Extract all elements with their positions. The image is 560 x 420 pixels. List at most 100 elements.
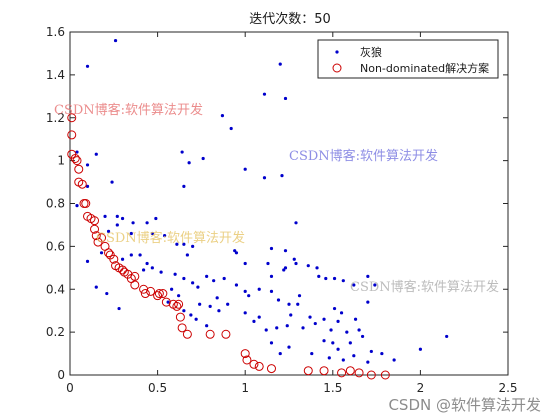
grey-wolf-point	[85, 259, 90, 263]
grey-wolf-point	[166, 300, 170, 304]
non-dominated-point	[74, 164, 84, 174]
grey-wolf-point	[75, 204, 79, 208]
grey-wolf-point	[445, 334, 449, 339]
y-tick-label: 1.6	[46, 25, 65, 39]
grey-wolf-point	[269, 341, 274, 345]
grey-wolf-point	[418, 347, 422, 351]
grey-wolf-point	[252, 319, 256, 324]
grey-wolf-point	[145, 221, 149, 225]
grey-wolf-point	[332, 276, 337, 281]
legend-label-grey-wolf: 灰狼	[360, 45, 382, 59]
grey-wolf-point	[317, 274, 321, 278]
chart-title: 迭代次数：50	[249, 11, 331, 27]
grey-wolf-point	[283, 249, 288, 253]
non-dominated-point	[249, 359, 259, 369]
y-tick-labels: 0 0.2 0.4 0.6 0.8 1 1.2 1.4 1.6	[46, 25, 65, 382]
grey-wolf-point	[353, 317, 358, 321]
non-dominated-point	[354, 368, 364, 378]
grey-wolf-point	[257, 315, 261, 319]
grey-wolf-point	[198, 302, 202, 306]
non-dominated-point	[242, 355, 252, 365]
grey-wolf-point	[243, 311, 247, 315]
grey-wolf-point	[294, 221, 298, 225]
grey-wolf-point	[269, 274, 274, 278]
grey-wolf-point	[189, 313, 193, 317]
x-tick-label: 1	[241, 381, 249, 395]
grey-wolf-point	[120, 216, 125, 221]
grey-wolf-point	[262, 176, 267, 180]
non-dominated-point	[221, 329, 231, 339]
grey-wolf-point	[282, 268, 286, 272]
grey-wolf-point	[287, 345, 291, 349]
series-grey-wolf	[75, 38, 449, 364]
non-dominated-point	[177, 323, 187, 333]
grey-wolf-point	[191, 281, 195, 285]
grey-wolf-point	[392, 358, 396, 362]
x-tick-labels: 0 0.5 1 1.5 2 2.5	[66, 381, 517, 395]
grey-wolf-point	[308, 315, 312, 319]
non-dominated-point	[90, 224, 100, 234]
grey-wolf-point	[352, 283, 356, 287]
grey-wolf-point	[129, 253, 133, 257]
non-dominated-point	[303, 366, 313, 376]
grey-wolf-point	[332, 306, 337, 311]
grey-wolf-point	[103, 214, 107, 218]
grey-wolf-point	[115, 214, 119, 218]
grey-wolf-point	[185, 253, 189, 257]
non-dominated-point	[154, 289, 164, 299]
grey-wolf-point	[182, 184, 186, 188]
legend-box	[317, 39, 499, 79]
grey-wolf-point	[266, 261, 270, 266]
grey-wolf-point	[113, 38, 118, 43]
grey-wolf-point	[129, 231, 133, 236]
grey-wolf-point	[191, 244, 195, 248]
legend-circle-marker	[332, 63, 342, 73]
grey-wolf-point	[177, 294, 181, 298]
grey-wolf-point	[322, 317, 326, 321]
grey-wolf-point	[306, 264, 310, 268]
grey-wolf-point	[324, 276, 328, 281]
non-dominated-point	[109, 254, 119, 264]
grey-wolf-point	[85, 64, 90, 68]
non-dominated-point	[366, 370, 376, 380]
y-tick-label: 1.2	[46, 111, 65, 125]
non-dominated-point	[254, 361, 264, 371]
grey-wolf-point	[182, 276, 186, 281]
grey-wolf-point	[180, 150, 184, 154]
grey-wolf-point	[283, 266, 288, 270]
grey-wolf-point	[262, 92, 267, 96]
watermark-text-1: CSDN博客:软件算法开发	[54, 102, 203, 118]
grey-wolf-point	[373, 283, 377, 287]
grey-wolf-point	[276, 298, 281, 302]
grey-wolf-point	[170, 287, 174, 291]
non-dominated-point	[130, 271, 140, 281]
grey-wolf-point	[94, 152, 98, 156]
non-dominated-point	[67, 130, 77, 140]
non-dominated-point	[90, 216, 100, 226]
grey-wolf-point	[360, 334, 365, 339]
grey-wolf-point	[115, 223, 119, 227]
grey-wolf-point	[205, 274, 209, 278]
grey-wolf-point	[380, 351, 384, 356]
watermark-layer: CSDN博客:软件算法开发 CSDN博客:软件算法开发 CSDN博客:软件算法开…	[54, 102, 499, 295]
grey-wolf-point	[182, 309, 186, 313]
grey-wolf-point	[85, 163, 90, 167]
grey-wolf-point	[85, 184, 90, 188]
grey-wolf-point	[105, 291, 109, 296]
non-dominated-point	[345, 366, 355, 376]
non-dominated-point	[182, 329, 192, 339]
legend-dot-marker	[335, 50, 339, 54]
x-tick-label: 0.5	[148, 381, 167, 395]
y-tick-label: 0.4	[46, 282, 65, 296]
grey-wolf-point	[257, 287, 261, 291]
grey-wolf-point	[336, 319, 340, 324]
grey-wolf-point	[154, 216, 158, 221]
grey-wolf-point	[173, 272, 177, 276]
grey-wolf-point	[217, 309, 221, 313]
x-tick-label: 2.5	[498, 381, 517, 395]
grey-wolf-point	[297, 294, 302, 298]
non-dominated-point	[172, 301, 182, 311]
non-dominated-point	[72, 156, 82, 166]
non-dominated-point	[81, 199, 91, 208]
grey-wolf-point	[329, 328, 333, 332]
